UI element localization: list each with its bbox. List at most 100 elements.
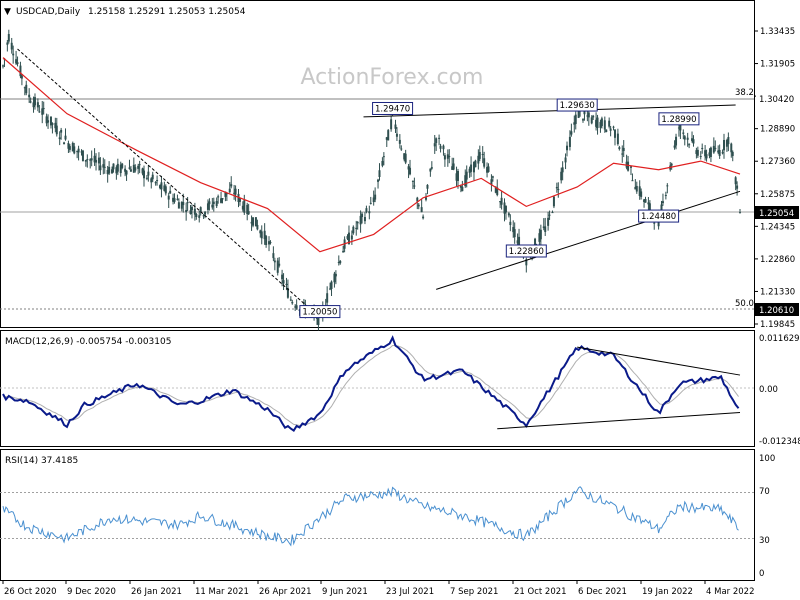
candle-body <box>439 145 442 149</box>
price-annotation-label: 1.29630 <box>560 101 595 111</box>
candle-body <box>41 108 44 115</box>
candle-body <box>555 186 558 189</box>
candle-body <box>29 101 32 103</box>
candle-body <box>653 222 656 224</box>
candle-body <box>189 210 192 215</box>
candle-body <box>47 120 50 123</box>
candle-body <box>97 157 100 164</box>
candle-body <box>382 156 385 158</box>
candle-body <box>247 211 250 215</box>
candle-body <box>361 213 364 218</box>
price-annotation-label: 1.22860 <box>509 247 544 257</box>
candle-body <box>254 217 257 227</box>
candle-body <box>398 139 401 144</box>
candle-body <box>347 232 350 245</box>
candle-body <box>71 142 74 152</box>
date-tick-label: 9 Dec 2020 <box>67 587 116 597</box>
candle-body <box>387 130 390 141</box>
candle-body <box>352 226 355 234</box>
chart-menu-arrow[interactable]: ▼ <box>4 7 11 17</box>
candle-body <box>551 212 554 214</box>
candle-body <box>2 65 4 67</box>
candle-body <box>125 170 128 175</box>
candle-body <box>145 177 148 179</box>
candle-body <box>38 111 41 113</box>
macd-tick-zero: 0.00 <box>759 385 778 395</box>
candle-body <box>225 192 228 195</box>
candle-body <box>295 305 298 309</box>
candle-body <box>561 167 564 173</box>
candle-body <box>180 201 183 209</box>
rsi-line <box>2 486 739 547</box>
candle-body <box>395 133 398 137</box>
price-annotation-label: 1.28990 <box>661 115 696 125</box>
watermark: ActionForex.com <box>301 65 484 90</box>
candle-body <box>19 65 22 77</box>
candle-body <box>640 191 643 197</box>
candle-body <box>36 102 39 108</box>
candle-body <box>648 203 651 212</box>
candle-body <box>718 150 721 156</box>
candle-body <box>129 169 132 172</box>
candle-body <box>464 175 467 187</box>
candle-body <box>359 215 362 225</box>
candle-body <box>470 164 473 172</box>
candle-body <box>507 213 510 216</box>
candle-body <box>265 236 268 246</box>
candle-body <box>566 145 569 151</box>
candle-body <box>612 126 615 128</box>
candle-body <box>355 227 358 230</box>
candle-body <box>186 201 189 204</box>
candle-body <box>337 261 340 263</box>
candle-body <box>512 227 515 233</box>
candle-body <box>472 161 475 173</box>
candle-body <box>631 180 634 182</box>
candle-body <box>712 145 715 153</box>
candle-body <box>699 156 702 158</box>
candle-body <box>600 118 603 127</box>
macd-panel-frame <box>0 330 755 447</box>
candle-body <box>208 201 211 205</box>
candle-body <box>167 195 170 200</box>
price-annotation-label: 1.29470 <box>375 104 410 114</box>
candle-body <box>237 193 240 203</box>
candle-body <box>250 221 253 224</box>
candle-body <box>422 216 425 219</box>
candle-body <box>557 189 560 191</box>
candle-body <box>221 198 224 200</box>
candle-body <box>51 123 54 125</box>
price-annotation-label: 1.24480 <box>641 212 676 222</box>
rsi-label: RSI(14) 37.4185 <box>5 456 78 466</box>
candle-body <box>76 150 79 152</box>
price-annotation-box <box>505 244 547 258</box>
candle-body <box>413 185 416 187</box>
candle-body <box>369 202 372 204</box>
candle-body <box>448 156 451 158</box>
candle-body <box>90 158 93 161</box>
candle-body <box>220 198 223 203</box>
candle-body <box>664 194 667 196</box>
date-tick-label: 19 Jan 2022 <box>642 587 693 597</box>
candle-body <box>688 144 691 146</box>
candle-body <box>67 143 70 149</box>
date-tick-label: 21 Oct 2021 <box>514 587 567 597</box>
candle-body <box>124 168 127 172</box>
candle-body <box>679 124 682 131</box>
candle-body <box>490 179 493 185</box>
candle-body <box>438 137 441 139</box>
fib-500-price: 1.20610 <box>759 306 794 316</box>
price-tick-label: 1.28890 <box>760 125 795 135</box>
candle-body <box>25 84 28 94</box>
candle-body <box>736 185 739 189</box>
candle-body <box>111 169 114 174</box>
candle-body <box>739 212 741 214</box>
candle-body <box>12 53 15 56</box>
candle-body <box>709 147 712 158</box>
date-tick-label: 26 Apr 2021 <box>259 587 312 597</box>
candle-body <box>206 203 209 210</box>
candle-body <box>193 208 196 215</box>
candle-body <box>128 167 131 169</box>
candle-body <box>538 233 541 242</box>
candle-body <box>228 188 231 193</box>
candle-body <box>627 161 630 171</box>
